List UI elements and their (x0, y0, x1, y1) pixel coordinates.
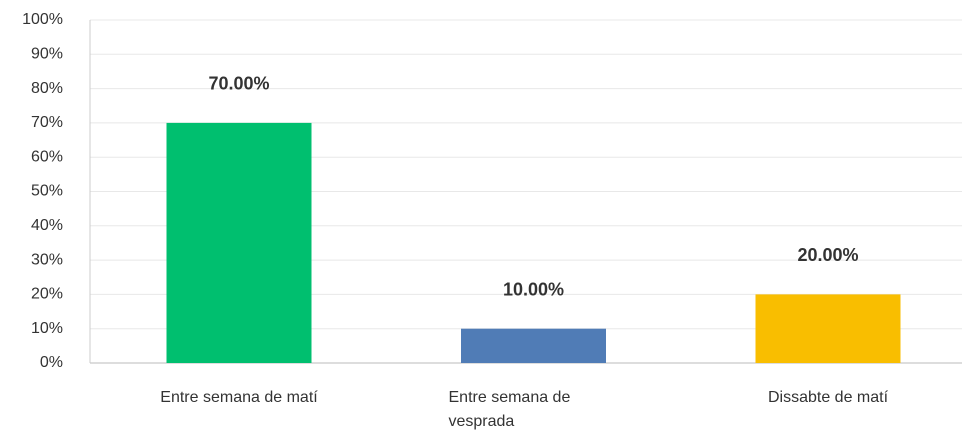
x-tick-label: Entre semana de matí (160, 389, 318, 406)
value-label: 20.00% (797, 245, 858, 265)
bar (755, 294, 901, 363)
value-label: 70.00% (208, 74, 269, 94)
bar (166, 122, 312, 364)
y-tick-label: 30% (31, 251, 63, 268)
y-tick-label: 90% (31, 46, 63, 63)
y-tick-label: 50% (31, 183, 63, 200)
y-tick-label: 70% (31, 114, 63, 131)
bar (461, 328, 606, 363)
y-tick-label: 40% (31, 217, 63, 234)
x-tick-label: Entre semana de vesprada (448, 389, 571, 430)
y-tick-label: 80% (31, 80, 63, 97)
y-tick-label: 0% (40, 354, 63, 371)
y-tick-label: 100% (22, 11, 63, 28)
y-tick-label: 60% (31, 148, 63, 165)
x-tick-label: Dissabte de matí (767, 389, 889, 406)
y-tick-label: 10% (31, 320, 63, 337)
y-tick-label: 20% (31, 286, 63, 303)
value-label: 10.00% (503, 279, 564, 299)
